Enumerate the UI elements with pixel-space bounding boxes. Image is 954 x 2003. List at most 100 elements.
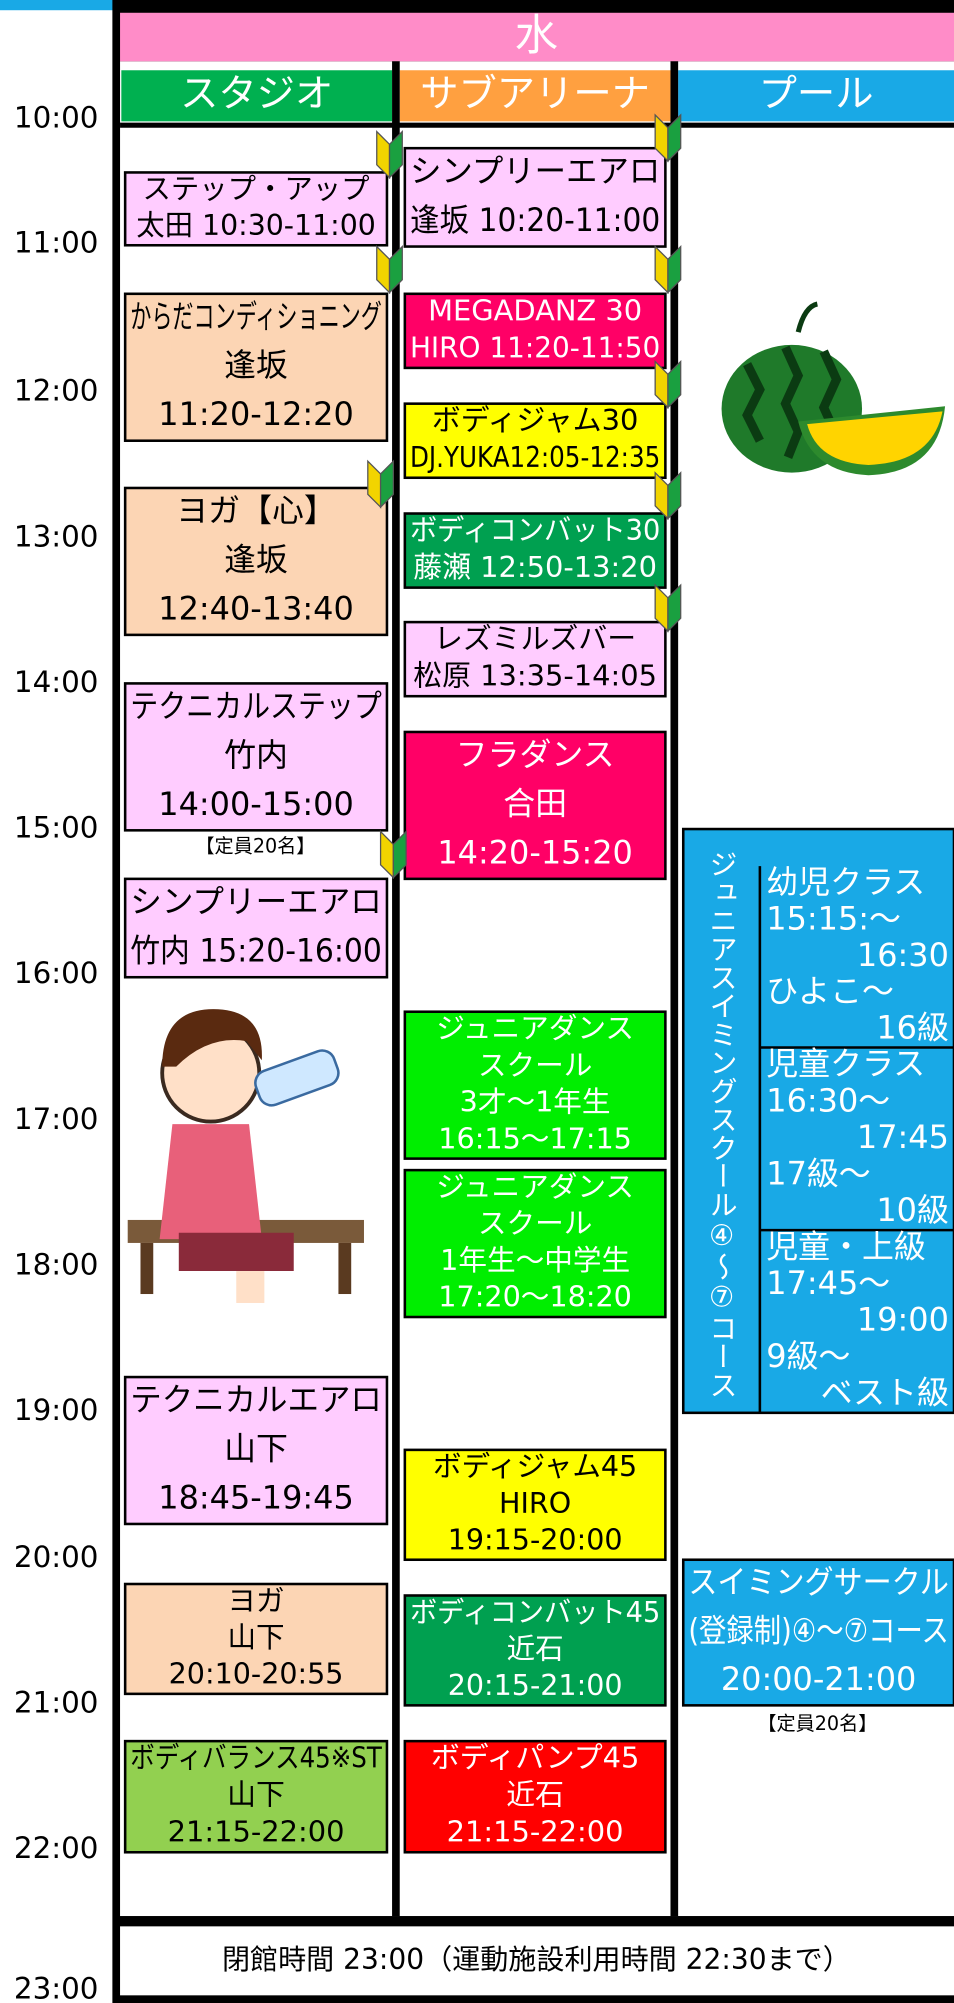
beginner-mark — [388, 245, 403, 295]
beginner-mark — [667, 359, 682, 410]
column-separator — [670, 61, 679, 1917]
footer: 閉館時間 23:00（運動施設利用時間 22:30まで） — [222, 1943, 851, 1976]
class-text: ボディコンバット30 — [410, 513, 660, 547]
footer-box — [120, 1926, 954, 1996]
class-text: ヨガ — [228, 1583, 285, 1617]
junior-class-text: ベスト級 — [821, 1374, 949, 1412]
beginner-mark — [388, 130, 403, 180]
class-text: 12:40-13:40 — [158, 589, 353, 627]
class-text: HIRO — [499, 1486, 571, 1520]
class-text: 14:20-15:20 — [437, 833, 632, 871]
class-text: 3才〜1年生 — [460, 1085, 611, 1119]
class-box — [123, 877, 389, 979]
class-text: 19:15-20:00 — [448, 1522, 623, 1556]
class-box — [123, 486, 389, 637]
class-text: 20:15-21:00 — [448, 1668, 623, 1702]
junior-box — [681, 827, 954, 1415]
class-text: ヨガ【心】 — [176, 491, 336, 529]
time-label: 16:00 — [14, 956, 99, 990]
class-text: 竹内 — [224, 736, 288, 774]
class-text: 竹内 15:20-16:00 — [130, 932, 382, 970]
time-label: 18:00 — [14, 1247, 99, 1281]
class-text: 山下 — [224, 1430, 288, 1468]
class-text: スクール — [478, 1048, 593, 1082]
class-box — [403, 1739, 667, 1854]
day: 水 — [515, 11, 558, 61]
class-text: 近石 — [506, 1778, 564, 1812]
class-box — [403, 512, 667, 589]
time-label: 15:00 — [14, 811, 99, 845]
class-text: スクール — [478, 1206, 593, 1240]
beginner-mark — [667, 245, 682, 295]
beginner-mark — [667, 583, 682, 633]
class-box — [403, 1448, 667, 1562]
class-text: レズミルズバー — [434, 622, 636, 656]
class-text: フラダンス — [456, 735, 615, 773]
illustrations — [127, 301, 946, 1303]
class-text: ジュニアダンス — [436, 1169, 634, 1203]
class-box — [403, 146, 667, 248]
column-header-bg — [678, 70, 954, 122]
class-text: 17:20〜18:20 — [438, 1280, 632, 1314]
class-box — [123, 1375, 389, 1526]
class-text: テクニカルエアロ — [130, 1381, 382, 1419]
day-header — [120, 12, 954, 62]
class-text: 21:15-22:00 — [168, 1815, 345, 1849]
time-label: 12:00 — [14, 374, 99, 408]
time-label: 14:00 — [14, 665, 99, 699]
class-text: ジュニアダンス — [436, 1011, 634, 1045]
time-label: 17:00 — [14, 1102, 99, 1136]
class-text: 藤瀬 12:50-13:20 — [413, 550, 657, 584]
class-text: 16:15〜17:15 — [438, 1121, 632, 1155]
beginner-mark — [392, 830, 407, 880]
capacity-note: 【定員20名】 — [757, 1712, 877, 1735]
time-label: 19:00 — [14, 1393, 99, 1427]
footer-rule — [120, 1916, 954, 1920]
class-text: からだコンディショニング — [130, 297, 382, 335]
class-box — [123, 682, 389, 832]
junior-class-text: ひよこ〜 — [766, 972, 894, 1010]
class-text: 合田 — [503, 784, 567, 822]
class-box — [403, 292, 667, 370]
junior-class-text: 17:45〜 — [766, 1264, 890, 1302]
junior-class-text: 児童クラス — [766, 1045, 925, 1083]
column-header: スタジオ — [180, 71, 333, 116]
class-text: 逢坂 10:20-11:00 — [410, 201, 660, 239]
class-box — [403, 730, 667, 881]
junior-class-text: 15:15:〜 — [766, 900, 901, 938]
class-text: 18:45-19:45 — [158, 1478, 353, 1516]
junior-class-text: 幼児クラス — [766, 863, 925, 901]
beginner-mark — [667, 471, 682, 521]
class-text: MEGADANZ 30 — [428, 293, 642, 327]
class-text: スイミングサークル — [688, 1563, 949, 1601]
junior-class-text: 19:00 — [857, 1300, 949, 1338]
class-text: 山下 — [228, 1620, 285, 1654]
capacity-note: 【定員20名】 — [195, 834, 315, 857]
class-box — [403, 1168, 667, 1319]
junior-class-text: 16級 — [876, 1008, 949, 1046]
class-text: 20:00-21:00 — [721, 1660, 916, 1698]
column-header: プール — [759, 71, 874, 116]
class-box — [123, 171, 389, 247]
class-box — [123, 292, 389, 442]
junior-class-text: 16:30 — [857, 936, 949, 974]
beginner-mark — [379, 459, 394, 509]
junior-class-text: 10級 — [876, 1191, 949, 1229]
column-header: サブアリーナ — [420, 71, 650, 116]
class-box — [123, 1739, 389, 1854]
class-text: 山下 — [227, 1778, 285, 1812]
header-rule — [120, 122, 954, 128]
class-text: テクニカルステップ — [130, 687, 382, 725]
column-header-bg — [399, 70, 671, 122]
time-label: 22:00 — [14, 1831, 99, 1865]
class-text: 太田 10:30-11:00 — [136, 209, 376, 242]
class-text: ボディコンバット45 — [410, 1595, 660, 1629]
class-text: HIRO 11:20-11:50 — [410, 330, 660, 364]
class-box — [403, 1594, 667, 1707]
class-box — [403, 402, 667, 480]
junior-title: ジュニアスイミングスクール④〜⑦コース — [705, 849, 738, 1398]
class-text: 20:10-20:55 — [169, 1657, 344, 1691]
column-header-bg — [121, 70, 393, 122]
time-label: 23:00 — [14, 1972, 99, 2003]
